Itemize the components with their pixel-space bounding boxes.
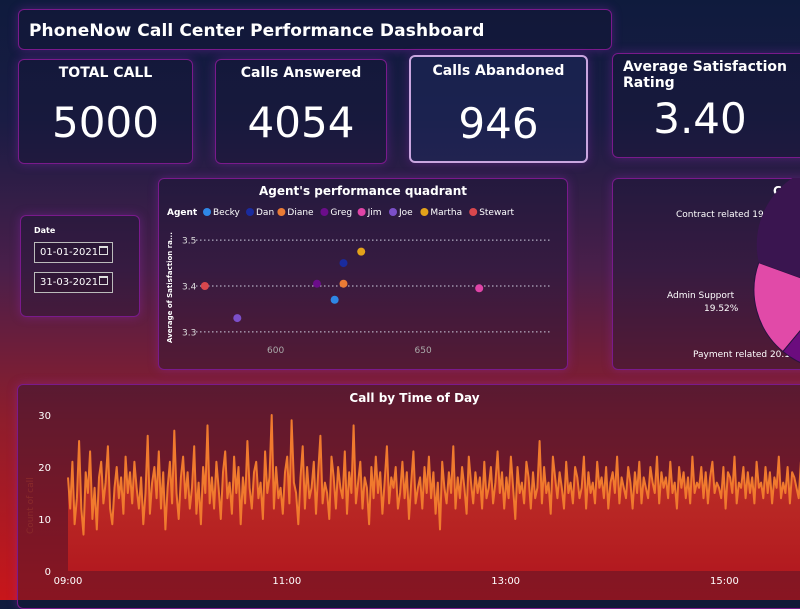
legend-swatch bbox=[277, 208, 286, 216]
chart-title: Call by Time of Day bbox=[349, 391, 480, 405]
legend-swatch bbox=[469, 208, 478, 216]
y-axis-label: Average of Satisfaction ra... bbox=[166, 232, 174, 343]
pie-plot: Contract related 19.52% Admin Support 19… bbox=[667, 178, 800, 370]
legend-swatch bbox=[203, 208, 211, 216]
x-tick-label: 600 bbox=[267, 346, 284, 356]
x-tick-label: 650 bbox=[415, 346, 432, 356]
legend-item[interactable]: Martha bbox=[430, 208, 462, 218]
y-tick-label: 20 bbox=[38, 463, 51, 474]
scatter-plot: Agent Becky Dan Diane Greg Jim Joe Martha Stewa… bbox=[166, 208, 550, 356]
y-tick-label: 3.3 bbox=[182, 328, 196, 338]
end-date-value: 31-03-2021 bbox=[40, 277, 99, 288]
date-label: Date bbox=[34, 226, 56, 235]
legend-swatch bbox=[246, 208, 254, 216]
data-point-martha[interactable] bbox=[357, 247, 366, 256]
agent-performance-chart[interactable]: Agent's performance quadrant Agent Becky… bbox=[158, 178, 568, 370]
start-date-input[interactable]: 01-01-2021 bbox=[34, 242, 113, 263]
legend-title: Agent bbox=[167, 208, 198, 218]
kpi-value: 946 bbox=[458, 99, 539, 148]
x-tick-label: 15:00 bbox=[710, 576, 739, 587]
chart-title: Agent's performance quadrant bbox=[258, 184, 467, 198]
kpi-card-calls-answered[interactable]: Calls Answered 4054 bbox=[215, 59, 387, 164]
line-plot: Count of call 30 20 10 009:00 11:00 13:00 15:0… bbox=[26, 411, 800, 587]
legend-item[interactable]: Jim bbox=[367, 208, 382, 218]
legend-swatch bbox=[357, 208, 366, 216]
kpi-label: Calls Answered bbox=[240, 65, 362, 81]
kpi-card-calls-abandoned[interactable]: Calls Abandoned 946 bbox=[409, 55, 588, 163]
legend-swatch bbox=[389, 208, 397, 216]
legend-item[interactable]: Greg bbox=[330, 208, 352, 218]
kpi-label: Average Satisfaction Rating bbox=[623, 59, 787, 91]
kpi-card-avg-satisfaction[interactable]: Average Satisfaction Rating 3.40 bbox=[612, 53, 800, 158]
legend-swatch bbox=[320, 208, 329, 216]
legend: Becky Dan Diane Greg Jim Joe Martha Stewart bbox=[203, 208, 515, 218]
kpi-value: 5000 bbox=[52, 98, 159, 147]
data-point-dan[interactable] bbox=[339, 259, 348, 268]
page-title: PhoneNow Call Center Performance Dashboa… bbox=[29, 21, 485, 41]
slice-label-admin-line1: Admin Support bbox=[667, 291, 735, 301]
end-date-input[interactable]: 31-03-2021 bbox=[34, 272, 113, 293]
kpi-value: 4054 bbox=[247, 98, 355, 147]
calendar-icon[interactable] bbox=[99, 246, 108, 255]
data-point-stewart[interactable] bbox=[200, 282, 209, 290]
legend-item[interactable]: Diane bbox=[287, 208, 314, 218]
y-tick-label: 0 bbox=[45, 567, 51, 578]
call-topic-pie-chart[interactable]: Call Contract related 19.52% Admin Suppo… bbox=[612, 178, 800, 370]
legend-item[interactable]: Dan bbox=[256, 208, 274, 218]
slice-label-contract: Contract related 19.52% bbox=[676, 210, 787, 220]
y-tick-label: 3.5 bbox=[182, 237, 196, 247]
legend-item[interactable]: Becky bbox=[213, 208, 241, 218]
x-tick-label: 09:00 bbox=[54, 576, 83, 587]
pie-slice[interactable] bbox=[753, 261, 800, 353]
kpi-card-total-call[interactable]: TOTAL CALL 5000 bbox=[18, 59, 193, 164]
kpi-label: TOTAL CALL bbox=[58, 65, 153, 81]
calendar-icon[interactable] bbox=[99, 276, 108, 285]
kpi-label: Calls Abandoned bbox=[432, 63, 565, 79]
legend-swatch bbox=[420, 208, 429, 216]
legend-item[interactable]: Stewart bbox=[479, 208, 514, 218]
y-axis-label: Count of call bbox=[26, 477, 36, 534]
y-tick-label: 30 bbox=[38, 411, 51, 422]
call-by-time-chart[interactable]: Call by Time of Day Count of call 30 20 10… bbox=[17, 384, 800, 609]
y-tick-label: 3.4 bbox=[182, 283, 197, 293]
slice-label-payment: Payment related 20.14% bbox=[693, 350, 800, 360]
data-point-becky[interactable] bbox=[330, 295, 339, 304]
date-filter: Date 01-01-2021 31-03-2021 bbox=[20, 215, 140, 317]
data-point-diane[interactable] bbox=[339, 279, 348, 288]
pie-slice-other[interactable] bbox=[756, 178, 800, 290]
series-line bbox=[67, 414, 800, 536]
y-tick-label: 10 bbox=[38, 515, 51, 526]
data-point-jim[interactable] bbox=[475, 284, 484, 293]
legend-item[interactable]: Joe bbox=[398, 208, 413, 218]
kpi-value: 3.40 bbox=[653, 94, 747, 143]
data-point-joe[interactable] bbox=[233, 314, 242, 323]
pie-slice[interactable] bbox=[782, 290, 800, 370]
start-date-value: 01-01-2021 bbox=[40, 247, 99, 258]
x-tick-label: 11:00 bbox=[272, 576, 301, 587]
slice-label-admin-line2: 19.52% bbox=[704, 304, 739, 314]
data-point-greg[interactable] bbox=[312, 279, 321, 288]
title-bar: PhoneNow Call Center Performance Dashboa… bbox=[18, 9, 612, 50]
x-tick-label: 13:00 bbox=[491, 576, 520, 587]
